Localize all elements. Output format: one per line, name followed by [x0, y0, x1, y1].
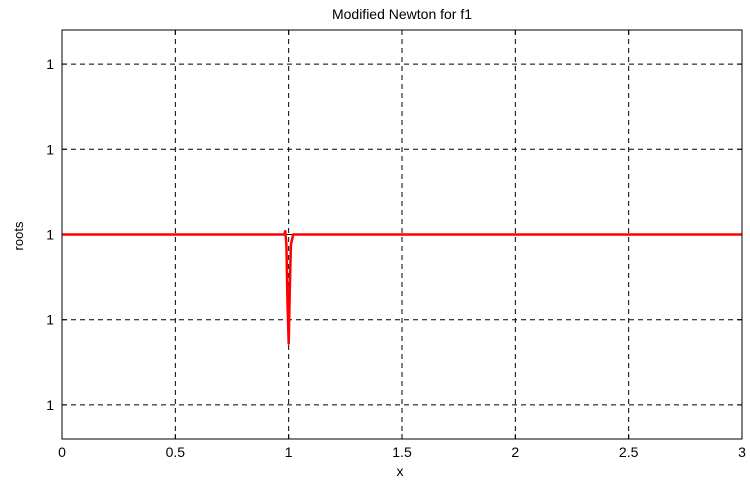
x-tick-label: 2.5	[619, 444, 639, 460]
x-tick-label: 2	[511, 444, 519, 460]
y-tick-label: 1	[46, 312, 54, 328]
x-tick-label: 0	[58, 444, 66, 460]
y-axis-label: roots	[11, 221, 26, 250]
x-axis-label: x	[397, 463, 404, 479]
x-tick-label: 0.5	[166, 444, 186, 460]
y-tick-label: 1	[46, 397, 54, 413]
series-line	[62, 229, 742, 345]
plot-frame	[61, 29, 743, 440]
x-tick-label: 3	[738, 444, 746, 460]
series-layer	[62, 229, 742, 345]
x-tick-label: 1.5	[392, 444, 412, 460]
y-tick-label: 1	[46, 56, 54, 72]
y-tick-label: 1	[46, 141, 54, 157]
x-tick-label: 1	[285, 444, 293, 460]
y-tick-label: 1	[46, 227, 54, 243]
chart-title: Modified Newton for f1	[332, 6, 472, 22]
